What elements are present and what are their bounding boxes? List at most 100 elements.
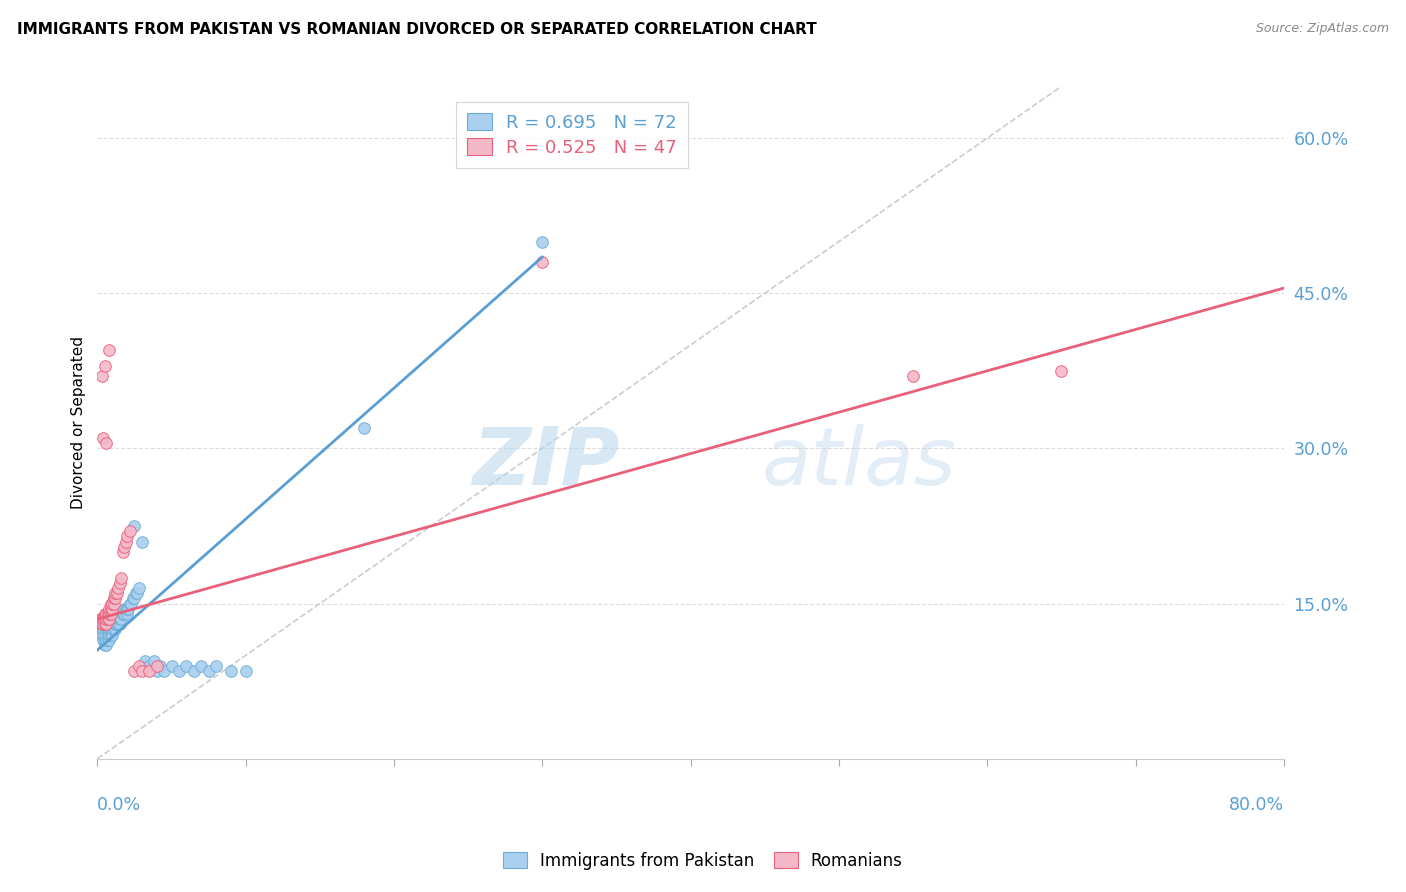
Point bbox=[131, 664, 153, 678]
Point bbox=[96, 436, 118, 450]
Point bbox=[91, 623, 114, 637]
Point bbox=[124, 519, 146, 533]
Point bbox=[96, 612, 118, 626]
Point bbox=[94, 632, 117, 647]
Point bbox=[98, 607, 121, 621]
Point bbox=[90, 612, 112, 626]
Point bbox=[100, 617, 122, 632]
Point bbox=[94, 617, 117, 632]
Text: atlas: atlas bbox=[762, 424, 956, 502]
Point bbox=[145, 664, 167, 678]
Point bbox=[90, 623, 112, 637]
Point bbox=[112, 607, 135, 621]
Point bbox=[96, 607, 118, 621]
Point bbox=[100, 623, 122, 637]
Point bbox=[124, 664, 146, 678]
Point bbox=[97, 623, 120, 637]
Point bbox=[104, 617, 127, 632]
Point bbox=[89, 617, 111, 632]
Point bbox=[1050, 364, 1073, 378]
Point bbox=[183, 664, 205, 678]
Point bbox=[103, 617, 125, 632]
Legend: Immigrants from Pakistan, Romanians: Immigrants from Pakistan, Romanians bbox=[496, 846, 910, 877]
Point bbox=[90, 617, 112, 632]
Point bbox=[101, 627, 124, 641]
Point bbox=[100, 607, 122, 621]
Point bbox=[100, 627, 122, 641]
Point bbox=[105, 617, 128, 632]
Y-axis label: Divorced or Separated: Divorced or Separated bbox=[72, 336, 86, 509]
Point bbox=[104, 586, 127, 600]
Point bbox=[90, 627, 112, 641]
Point bbox=[103, 597, 125, 611]
Point bbox=[114, 534, 136, 549]
Point bbox=[91, 612, 114, 626]
Point bbox=[107, 617, 129, 632]
Point bbox=[105, 586, 128, 600]
Point bbox=[105, 612, 128, 626]
Point bbox=[96, 623, 118, 637]
Point bbox=[96, 638, 118, 652]
Point bbox=[111, 607, 134, 621]
Point bbox=[107, 581, 129, 595]
Point bbox=[138, 658, 160, 673]
Point bbox=[94, 607, 117, 621]
Point bbox=[94, 627, 117, 641]
Point bbox=[107, 612, 129, 626]
Legend: R = 0.695   N = 72, R = 0.525   N = 47: R = 0.695 N = 72, R = 0.525 N = 47 bbox=[456, 102, 688, 168]
Point bbox=[125, 586, 148, 600]
Point bbox=[112, 601, 135, 615]
Text: Source: ZipAtlas.com: Source: ZipAtlas.com bbox=[1256, 22, 1389, 36]
Point bbox=[901, 369, 924, 384]
Point bbox=[97, 612, 120, 626]
Point bbox=[122, 591, 145, 606]
Point bbox=[531, 255, 554, 269]
Point bbox=[98, 627, 121, 641]
Point bbox=[94, 612, 117, 626]
Point bbox=[98, 612, 121, 626]
Point bbox=[190, 658, 212, 673]
Point bbox=[531, 235, 554, 249]
Point bbox=[110, 612, 132, 626]
Text: IMMIGRANTS FROM PAKISTAN VS ROMANIAN DIVORCED OR SEPARATED CORRELATION CHART: IMMIGRANTS FROM PAKISTAN VS ROMANIAN DIV… bbox=[17, 22, 817, 37]
Point bbox=[118, 524, 141, 539]
Point bbox=[98, 623, 121, 637]
Point bbox=[101, 617, 124, 632]
Point bbox=[128, 581, 150, 595]
Point bbox=[91, 632, 114, 647]
Point bbox=[128, 658, 150, 673]
Point bbox=[91, 617, 114, 632]
Text: 0.0%: 0.0% bbox=[97, 796, 142, 814]
Point bbox=[94, 638, 117, 652]
Point bbox=[111, 545, 134, 559]
Point bbox=[235, 664, 257, 678]
Point bbox=[100, 601, 122, 615]
Point bbox=[90, 369, 112, 384]
Point bbox=[167, 664, 190, 678]
Point bbox=[149, 658, 172, 673]
Point bbox=[98, 617, 121, 632]
Point bbox=[219, 664, 242, 678]
Point bbox=[98, 601, 121, 615]
Point bbox=[97, 632, 120, 647]
Point bbox=[127, 586, 149, 600]
Point bbox=[176, 658, 198, 673]
Point bbox=[101, 623, 124, 637]
Point bbox=[110, 571, 132, 585]
Point bbox=[115, 529, 138, 543]
Point bbox=[124, 591, 146, 606]
Point bbox=[108, 612, 131, 626]
Point bbox=[91, 627, 114, 641]
Point bbox=[117, 601, 139, 615]
Point bbox=[103, 623, 125, 637]
Point bbox=[197, 664, 219, 678]
Point bbox=[96, 617, 118, 632]
Point bbox=[94, 617, 117, 632]
Point bbox=[100, 597, 122, 611]
Point bbox=[138, 664, 160, 678]
Point bbox=[103, 591, 125, 606]
Point bbox=[118, 597, 141, 611]
Point bbox=[94, 359, 117, 373]
Point bbox=[97, 607, 120, 621]
Point bbox=[97, 627, 120, 641]
